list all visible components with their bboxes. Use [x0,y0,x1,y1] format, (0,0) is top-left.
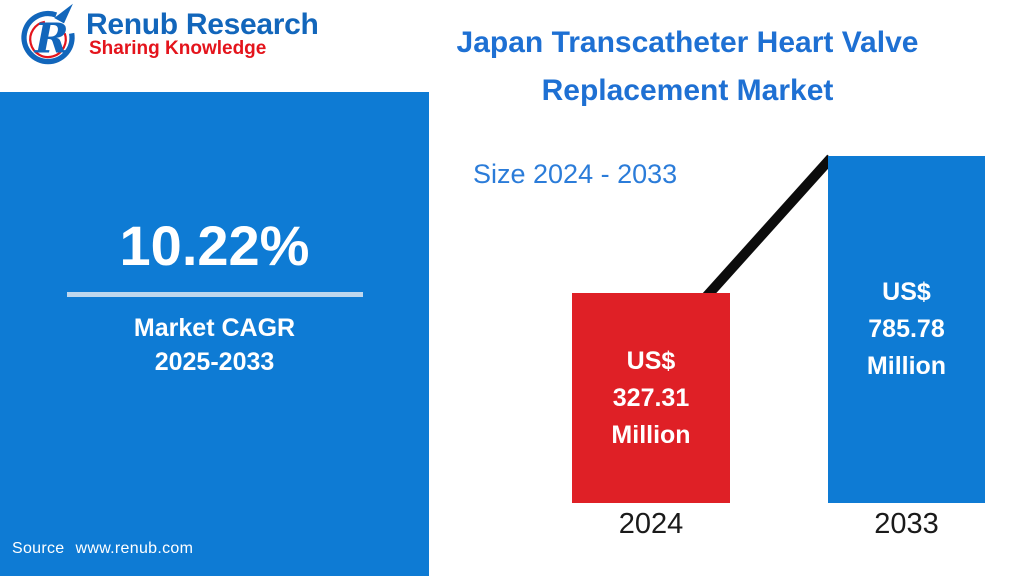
brand-name: Renub Research [86,8,319,41]
axis-label-2033: 2033 [874,508,939,540]
bar-2033-value-unit: Million [866,352,947,380]
cagr-period: 2025-2033 [154,348,275,376]
brand-tagline: Sharing Knowledge [89,38,267,59]
page-title-line1: Japan Transcatheter Heart Valve [456,26,919,59]
arrow-up-icon [54,3,73,24]
cagr-divider [66,292,363,297]
chart-subtitle: Size 2024 - 2033 [473,159,678,189]
cagr-label: Market CAGR [133,314,296,342]
cagr-value: 10.22% [119,214,310,277]
bar-2024-value-unit: Million [611,420,691,449]
bar-2024-value-currency: US$ [626,346,676,375]
source-url: www.renub.com [75,540,194,557]
renub-logo-icon: R [21,3,75,65]
bar-2033: US$ 785.78 Million [828,156,985,503]
source-label: Source [12,540,65,557]
bar-2033-value-amount: 785.78 [868,315,945,343]
page-title: Japan Transcatheter Heart Valve Replacem… [400,19,975,115]
cagr-panel: 10.22% Market CAGR 2025-2033 Source www.r… [0,92,429,576]
bar-2024: US$ 327.31 Million [572,293,730,503]
axis-label-2024: 2024 [618,508,684,540]
bar-2024-value-amount: 327.31 [612,383,690,412]
bar-2033-value-currency: US$ [882,278,931,306]
svg-text:R: R [34,15,69,63]
page-title-line2: Replacement Market [541,74,834,107]
source-line: Source www.renub.com [12,540,193,558]
